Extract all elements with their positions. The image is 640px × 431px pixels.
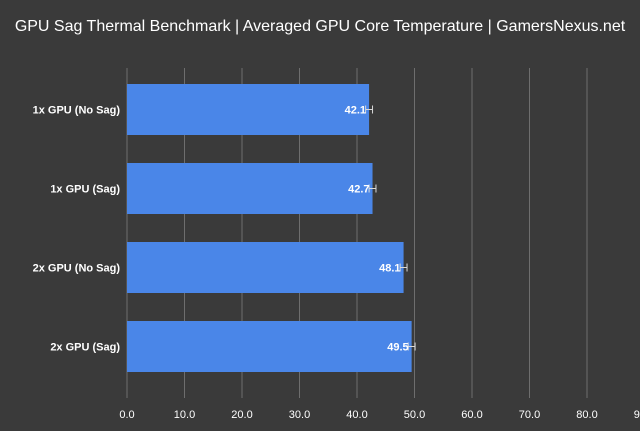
bar — [127, 242, 404, 293]
x-tick-label: 60.0 — [461, 409, 482, 421]
x-tick-label: 70.0 — [519, 409, 540, 421]
x-tick-label: 50.0 — [404, 409, 425, 421]
data-label: 48.1 — [379, 263, 400, 275]
bar — [127, 84, 370, 135]
x-tick-label: 40.0 — [346, 409, 367, 421]
x-tick-label: 30.0 — [289, 409, 310, 421]
data-label: 42.7 — [348, 184, 369, 196]
category-label: 2x GPU (No Sag) — [33, 263, 121, 275]
x-tick-label: 10.0 — [174, 409, 195, 421]
data-label: 42.1 — [345, 105, 366, 117]
data-label: 49.5 — [387, 342, 408, 354]
chart-title: GPU Sag Thermal Benchmark | Averaged GPU… — [14, 18, 626, 35]
category-label: 2x GPU (Sag) — [50, 342, 120, 354]
x-tick-label: 0.0 — [119, 409, 134, 421]
x-tick-label: 80.0 — [576, 409, 597, 421]
category-label: 1x GPU (No Sag) — [33, 105, 121, 117]
bar — [127, 163, 373, 214]
category-label: 1x GPU (Sag) — [50, 184, 120, 196]
x-tick-label: 90.0 — [634, 409, 640, 421]
x-tick-label: 20.0 — [231, 409, 252, 421]
bar — [127, 321, 412, 372]
